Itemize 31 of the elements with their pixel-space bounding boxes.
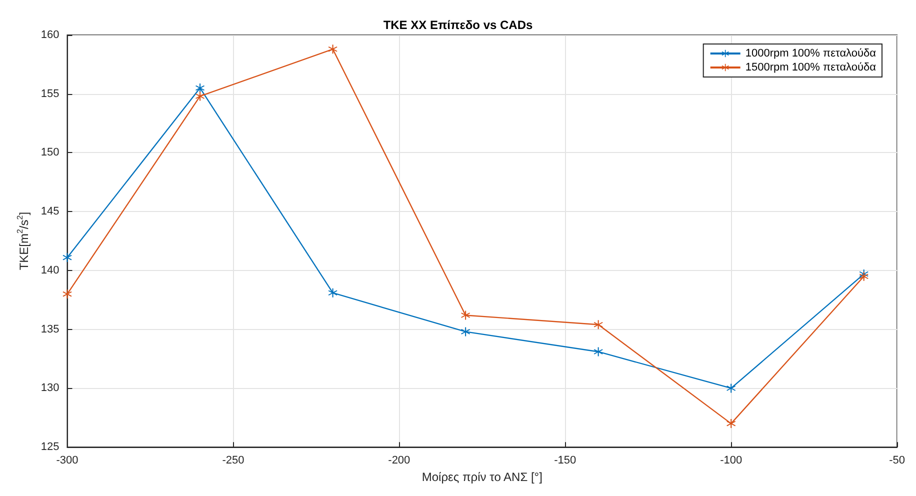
- legend-label: 1500rpm 100% πεταλούδα: [745, 62, 877, 74]
- x-tick-label: -300: [56, 454, 78, 467]
- point: [328, 288, 338, 298]
- chart-title: TKE XX Επίπεδο vs CADs: [383, 18, 534, 32]
- y-tick-label: 160: [40, 29, 60, 41]
- point: [594, 320, 603, 330]
- point: [328, 44, 338, 54]
- point: [461, 327, 470, 336]
- point: [62, 290, 72, 299]
- legend-label: 1000rpm 100% πεταλούδα: [745, 48, 877, 60]
- y-tick-label: 155: [40, 88, 60, 100]
- x-tick-label: -100: [720, 454, 742, 467]
- x-tick-label: -50: [889, 454, 906, 467]
- y-axis-title: TKE[m2/s2]: [16, 212, 31, 270]
- y-tick-label: 125: [40, 441, 60, 454]
- y-tick-label: 150: [40, 146, 60, 159]
- x-tick-label: -250: [222, 454, 244, 467]
- x-tick-label: -200: [388, 454, 410, 467]
- x-axis-title: Μοίρες πρίν το ΑΝΣ [°]: [422, 470, 542, 484]
- point: [594, 347, 603, 356]
- point: [726, 384, 736, 393]
- point: [726, 419, 736, 428]
- y-tick-label: 140: [40, 264, 60, 276]
- point: [196, 92, 205, 101]
- y-tick-label: 145: [40, 206, 60, 218]
- point: [196, 83, 205, 92]
- x-tick-label: -150: [554, 454, 576, 467]
- y-tick-label: 135: [40, 323, 60, 336]
- point: [62, 253, 72, 262]
- y-tick-label: 130: [40, 382, 60, 394]
- point: [461, 310, 470, 320]
